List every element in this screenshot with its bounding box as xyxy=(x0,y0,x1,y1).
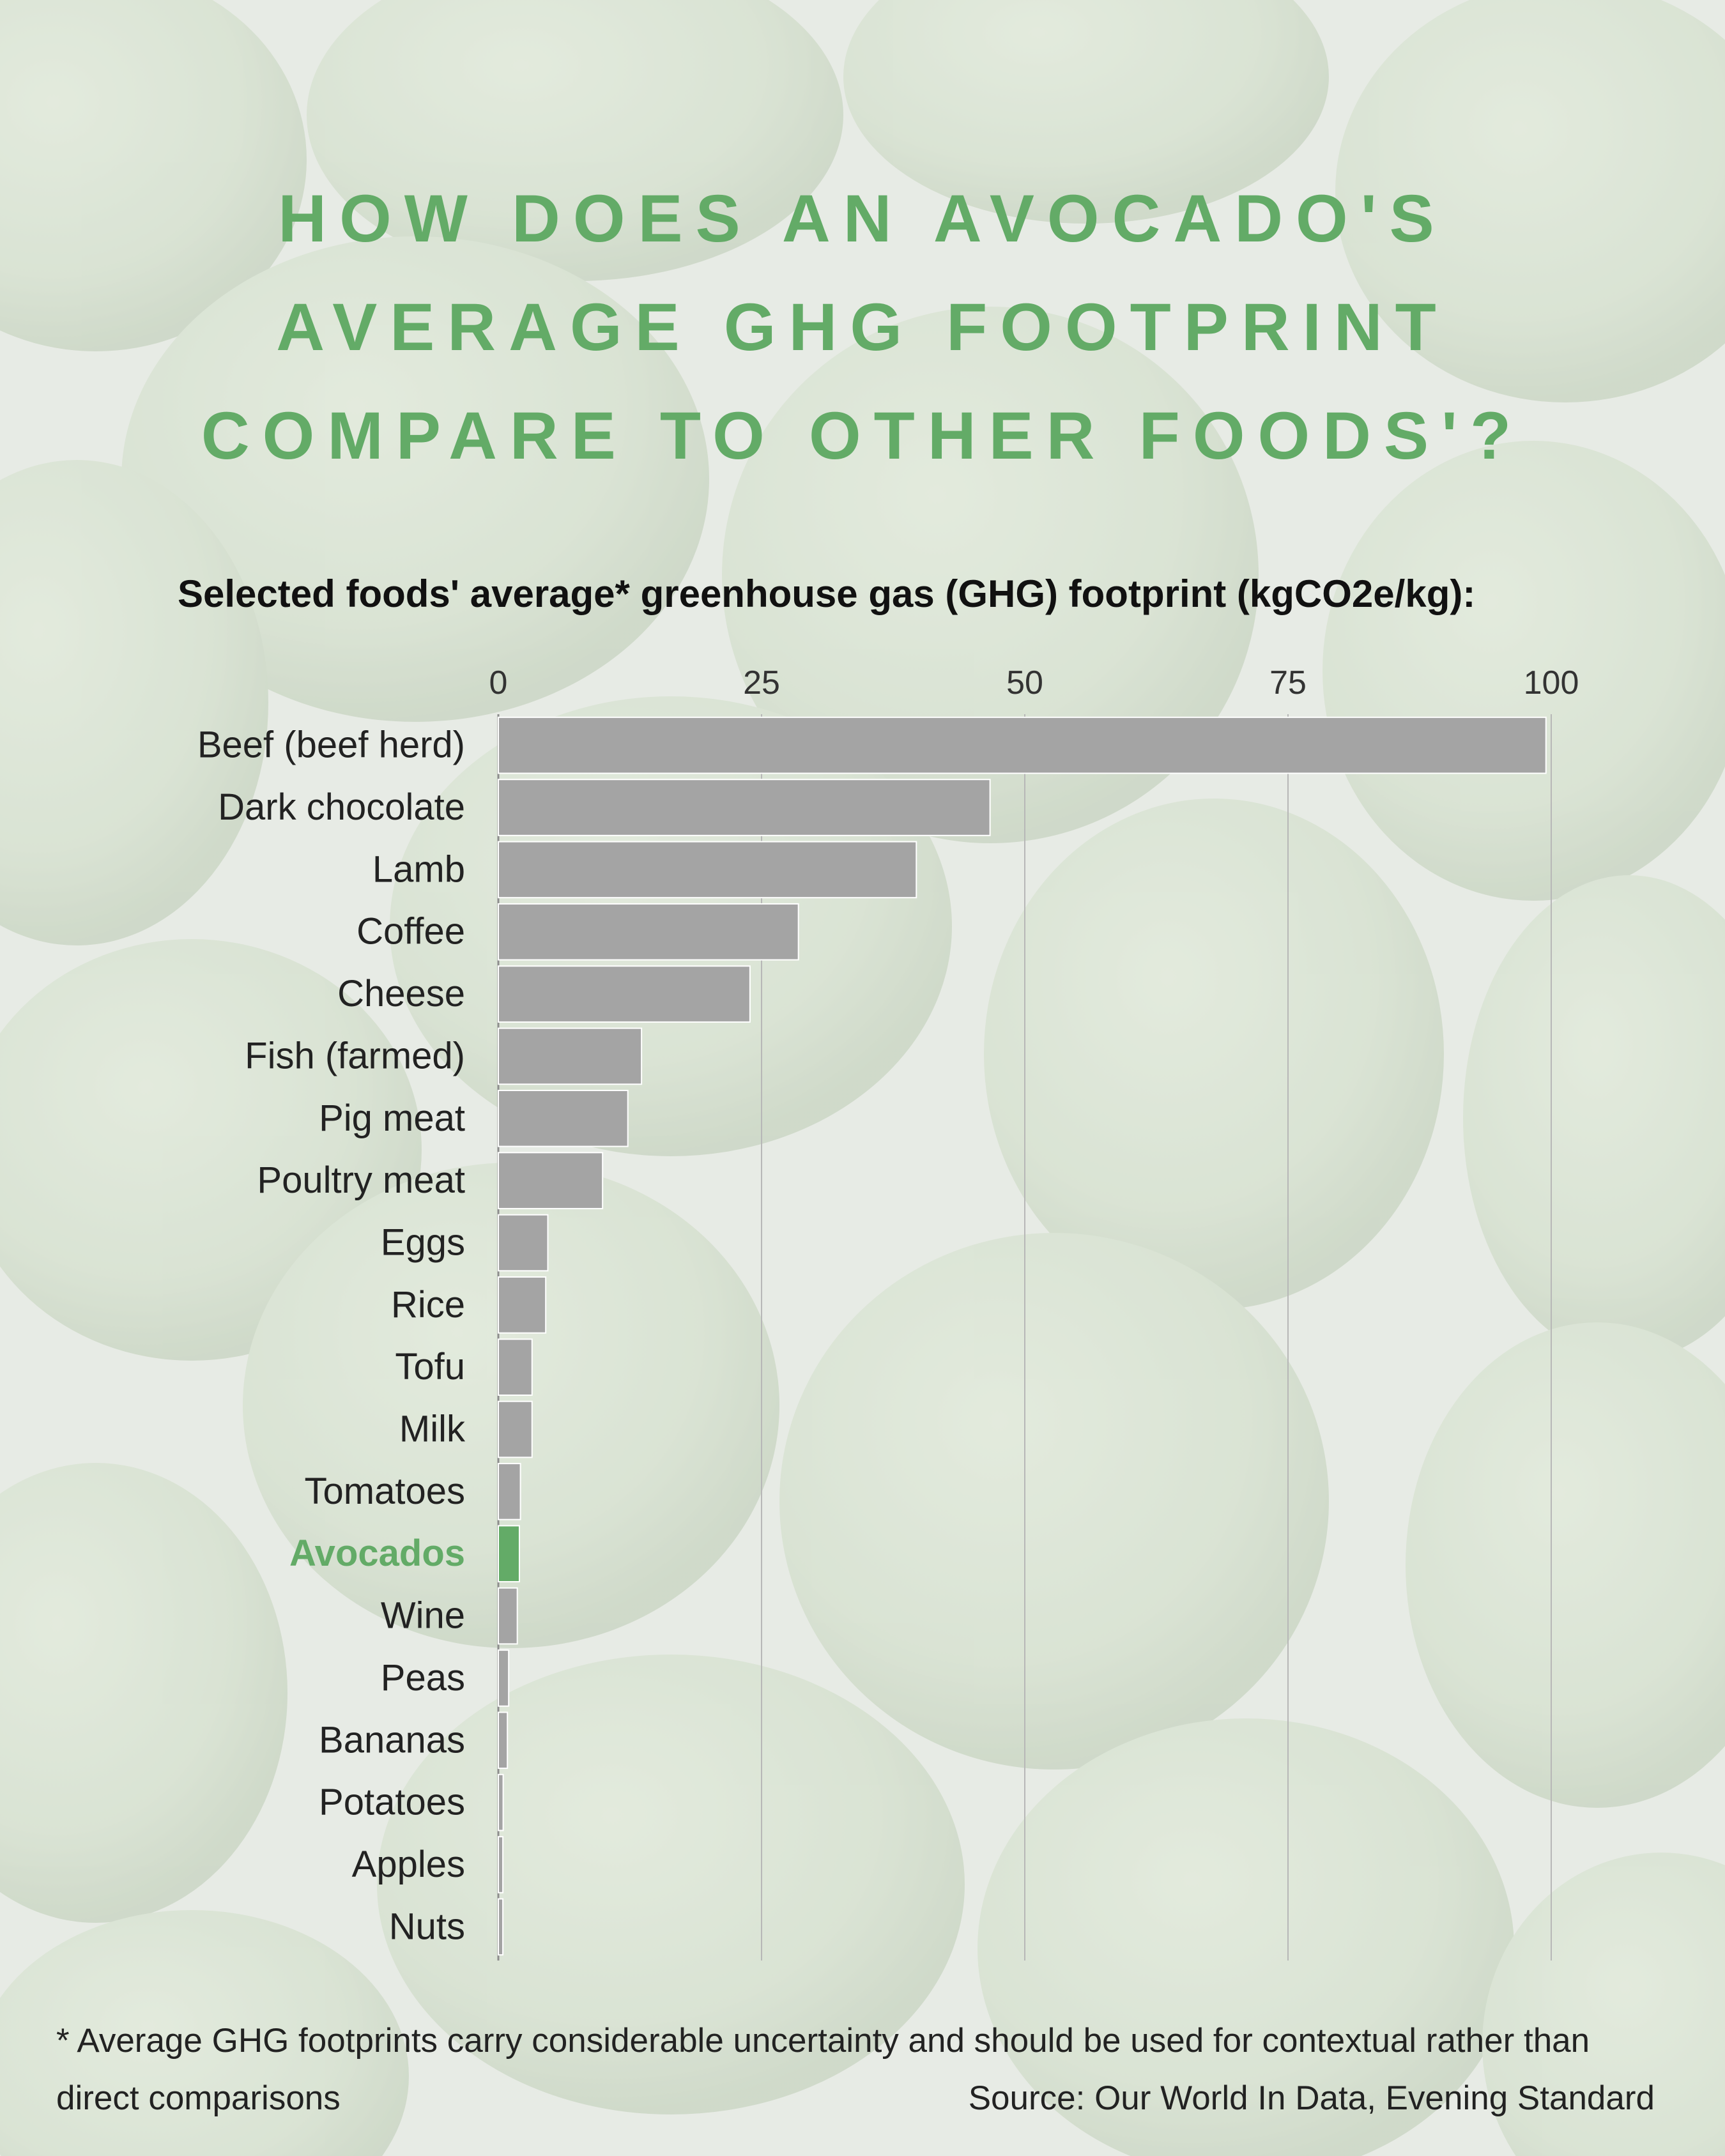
bar xyxy=(498,1587,518,1645)
bar xyxy=(498,1649,510,1707)
category-label: Tomatoes xyxy=(305,1471,465,1512)
x-tick-label: 25 xyxy=(743,664,780,701)
category-label: Rice xyxy=(391,1284,465,1326)
source-note: Source: Our World In Data, Evening Stand… xyxy=(968,2079,1655,2117)
category-label: Milk xyxy=(399,1409,466,1450)
category-label: Coffee xyxy=(356,911,465,952)
bar-highlight xyxy=(498,1525,520,1583)
bar xyxy=(498,716,1547,774)
category-label: Dark chocolate xyxy=(218,786,465,828)
bar xyxy=(498,1898,504,1956)
x-tick-label: 0 xyxy=(489,664,508,701)
category-label: Poultry meat xyxy=(257,1159,465,1201)
x-tick-label: 50 xyxy=(1006,664,1043,701)
category-label: Pig meat xyxy=(319,1097,465,1139)
category-label: Nuts xyxy=(389,1906,465,1947)
category-label: Peas xyxy=(381,1657,465,1699)
bar xyxy=(498,965,751,1023)
category-label: Beef (beef herd) xyxy=(197,724,465,766)
category-label: Bananas xyxy=(319,1719,465,1761)
chart-title: Selected foods' average* greenhouse gas … xyxy=(178,572,1476,615)
gridlines xyxy=(497,714,1552,1961)
bar xyxy=(498,1214,549,1272)
category-label: Lamb xyxy=(372,848,465,890)
bar xyxy=(498,903,799,961)
bar xyxy=(498,1400,533,1458)
bar xyxy=(498,1338,533,1396)
title-line: COMPARE TO OTHER FOODS'? xyxy=(201,399,1524,473)
footnote: * Average GHG footprints carry considera… xyxy=(56,2022,1590,2117)
bars xyxy=(498,716,1547,1956)
bar xyxy=(498,841,917,899)
category-label: Eggs xyxy=(381,1221,465,1263)
bar xyxy=(498,1027,643,1085)
bar xyxy=(498,779,991,836)
category-label: Fish (farmed) xyxy=(245,1035,465,1076)
category-label: Wine xyxy=(381,1595,465,1637)
title-line: AVERAGE GHG FOOTPRINT xyxy=(276,290,1449,365)
category-labels: Beef (beef herd) Dark chocolate Lamb Coffee… xyxy=(197,724,466,1948)
category-label: Cheese xyxy=(337,973,465,1014)
title-line: HOW DOES AN AVOCADO'S xyxy=(278,181,1447,256)
bar xyxy=(498,1711,509,1770)
bar xyxy=(498,1836,504,1893)
bar xyxy=(498,1089,629,1147)
x-tick-label: 100 xyxy=(1524,664,1579,701)
bar xyxy=(498,1463,521,1520)
bar xyxy=(498,1276,547,1334)
x-tick-label: 75 xyxy=(1269,664,1307,701)
category-label: Avocados xyxy=(289,1533,465,1574)
page-title: HOW DOES AN AVOCADO'S AVERAGE GHG FOOTPR… xyxy=(0,165,1725,491)
bar xyxy=(498,1773,504,1831)
bar xyxy=(498,1152,604,1209)
category-label: Potatoes xyxy=(319,1782,465,1823)
x-axis-ticks: 0 25 50 75 100 xyxy=(489,664,1579,701)
category-label: Tofu xyxy=(395,1346,465,1388)
category-label: Apples xyxy=(352,1844,465,1885)
